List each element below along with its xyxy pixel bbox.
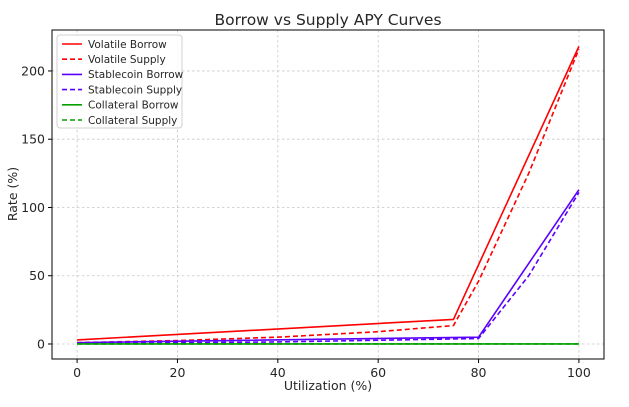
y-tick-label: 150: [21, 132, 45, 147]
x-tick-label: 80: [471, 365, 487, 380]
legend-label-volatile-supply: Volatile Supply: [88, 54, 166, 66]
x-tick-label: 60: [370, 365, 386, 380]
legend-box: [56, 34, 183, 129]
legend-label-collateral-borrow: Collateral Borrow: [88, 100, 179, 112]
y-tick-label: 200: [21, 63, 45, 78]
x-tick-label: 20: [170, 365, 186, 380]
legend: Volatile Borrow Volatile Supply Stablecoin…: [56, 34, 184, 129]
legend-label-stablecoin-borrow: Stablecoin Borrow: [88, 69, 184, 81]
x-axis-label: Utilization (%): [284, 378, 372, 393]
x-tick-label: 40: [270, 365, 286, 380]
series-line-stablecoin-borrow: [77, 189, 580, 344]
y-tick-label: 100: [21, 200, 45, 215]
series-line-stablecoin-supply: [77, 192, 580, 345]
y-tick-label: 50: [29, 268, 45, 283]
legend-label-collateral-supply: Collateral Supply: [88, 115, 177, 127]
y-axis: 0 50 100 150 200: [21, 63, 52, 351]
x-tick-label: 100: [567, 365, 591, 380]
y-axis-label: Rate (%): [5, 167, 20, 221]
legend-label-stablecoin-supply: Stablecoin Supply: [88, 84, 182, 96]
series-line-volatile-borrow: [77, 46, 580, 341]
legend-label-volatile-borrow: Volatile Borrow: [88, 39, 167, 51]
chart-title: Borrow vs Supply APY Curves: [214, 11, 441, 29]
x-axis: 0 20 40 60 80 100: [73, 359, 591, 380]
plot-frame: [51, 29, 605, 360]
x-tick-label: 0: [73, 365, 81, 380]
y-tick-label: 0: [37, 336, 45, 351]
series-line-volatile-supply: [77, 48, 580, 344]
series-layer: [77, 46, 580, 345]
